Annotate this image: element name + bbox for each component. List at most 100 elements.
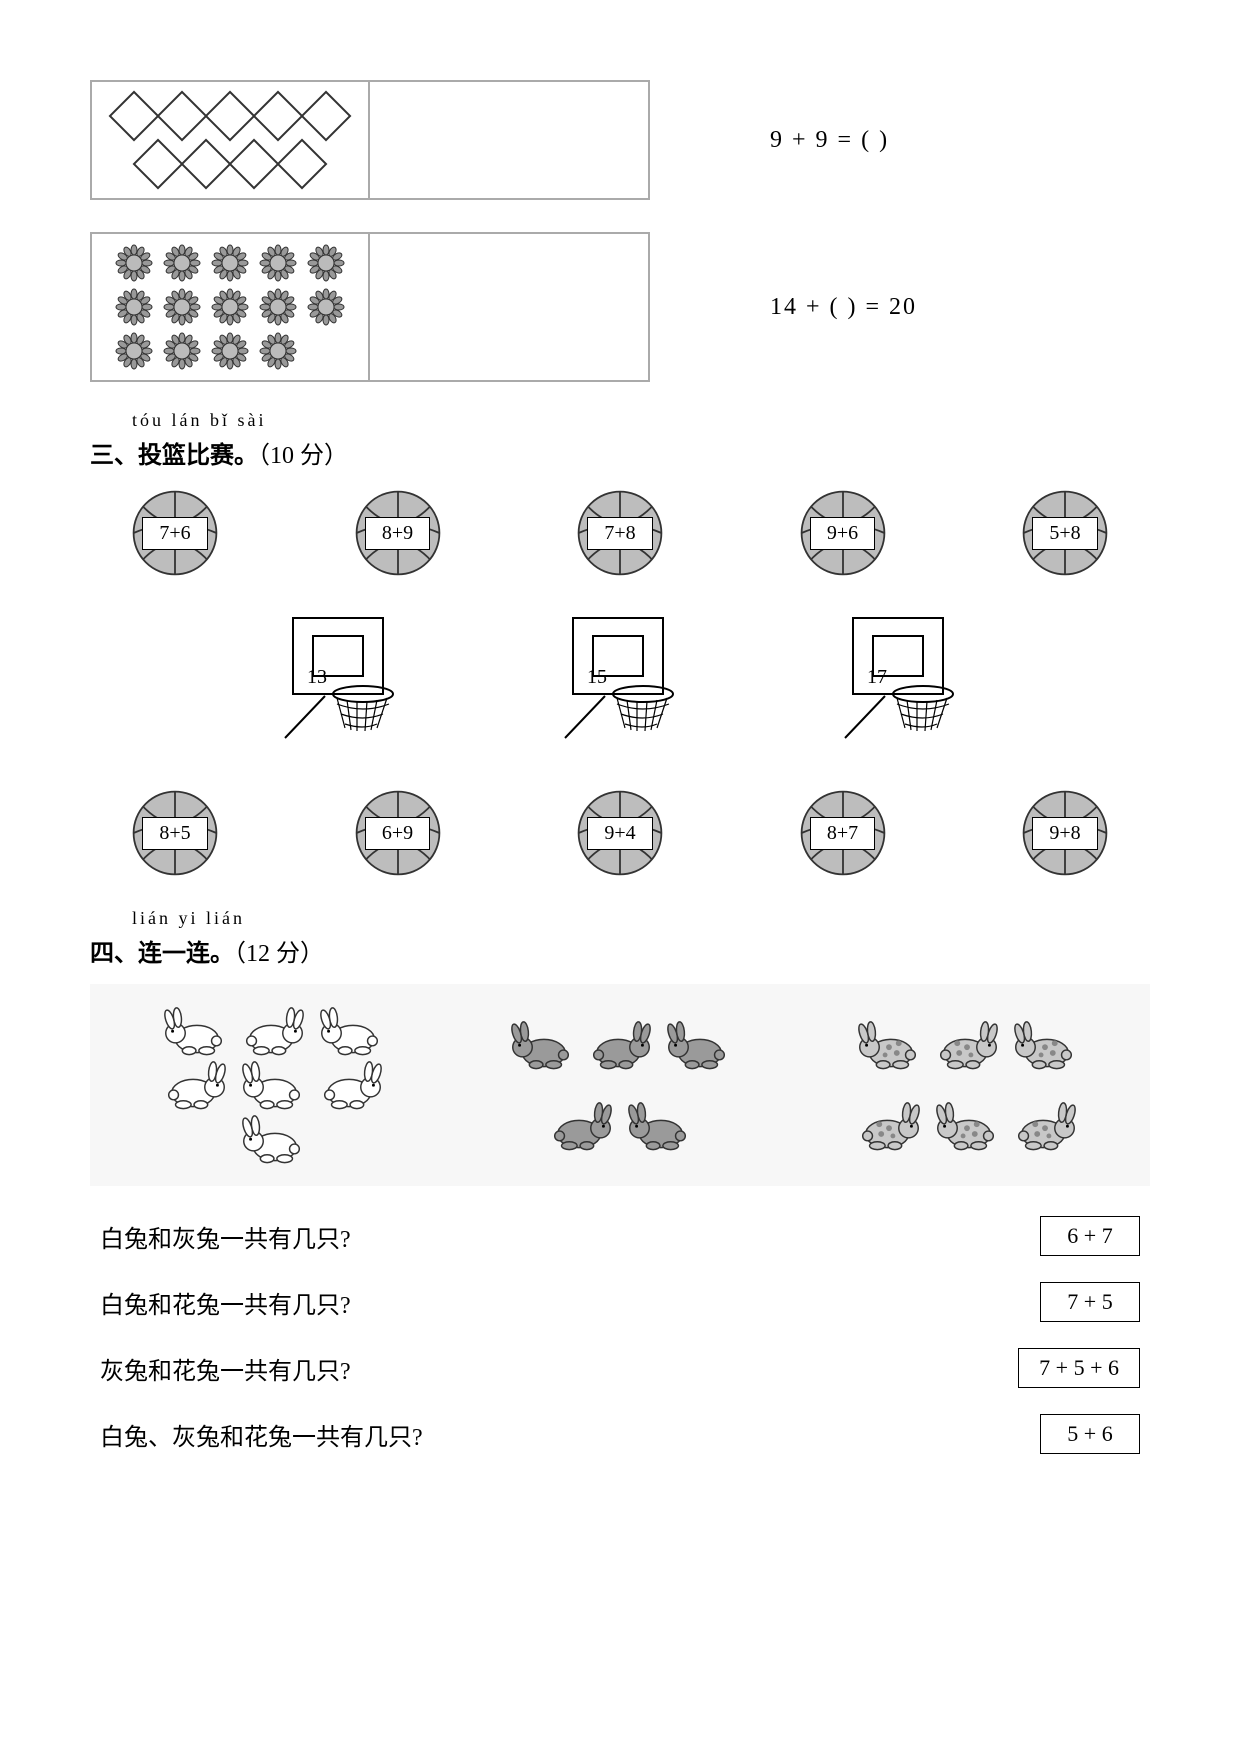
basketball-item[interactable]: 7+8: [545, 488, 695, 578]
basketball-item[interactable]: 9+6: [768, 488, 918, 578]
basketball-item[interactable]: 8+5: [100, 788, 250, 878]
basketball-label: 9+8: [1032, 817, 1097, 850]
basketball-row-bottom: 8+5 6+9 9+4 8+7: [90, 788, 1150, 878]
flower-icon: [211, 288, 249, 326]
rabbit-group: [480, 1004, 760, 1166]
question-row: 白兔和花兔一共有几只? 7 + 5: [90, 1282, 1150, 1322]
basketball-hoop[interactable]: 15: [535, 608, 705, 748]
flower-icon: [307, 244, 345, 282]
section4-points: （12 分）: [234, 941, 324, 967]
diamond-boxes: [90, 80, 650, 200]
flower-icon: [163, 288, 201, 326]
basketball-label: 7+8: [587, 517, 652, 550]
section3-title-text: 三、投篮比赛。: [90, 443, 258, 469]
section3-title: 三、投篮比赛。（10 分）: [90, 435, 1150, 470]
flower-icon: [259, 332, 297, 370]
rabbit-icon: [312, 1054, 390, 1116]
basketball-item[interactable]: 7+6: [100, 488, 250, 578]
rabbit-icon: [1006, 1014, 1084, 1076]
rabbit-icon: [1006, 1095, 1084, 1157]
diamond-icon: [157, 91, 208, 142]
basketball-label: 8+5: [142, 817, 207, 850]
rabbit-group: [133, 1004, 413, 1166]
section4-pinyin: lián yi lián: [132, 908, 1150, 929]
rabbit-icon: [234, 1054, 312, 1116]
question-text: 白兔和灰兔一共有几只?: [100, 1219, 351, 1254]
basketball-item[interactable]: 8+9: [323, 488, 473, 578]
answer-box[interactable]: 5 + 6: [1040, 1414, 1140, 1454]
rabbit-icon: [850, 1095, 928, 1157]
rabbit-icon: [928, 1095, 1006, 1157]
diamond-icon: [277, 139, 328, 190]
diamond-icon: [205, 91, 256, 142]
question-text: 白兔和花兔一共有几只?: [100, 1285, 351, 1320]
section3-head: tóu lán bǐ sài 三、投篮比赛。（10 分）: [90, 410, 1150, 470]
diamond-icon: [181, 139, 232, 190]
hoop-number: 13: [307, 666, 327, 689]
basketball-item[interactable]: 6+9: [323, 788, 473, 878]
hoop-row: 13 15 17: [90, 608, 1150, 748]
diamond-left-box: [92, 82, 370, 198]
basketball-label: 8+9: [365, 517, 430, 550]
question-row: 灰兔和花兔一共有几只? 7 + 5 + 6: [90, 1348, 1150, 1388]
basketball-label: 8+7: [810, 817, 875, 850]
flower-icon: [115, 244, 153, 282]
answer-box[interactable]: 7 + 5 + 6: [1018, 1348, 1140, 1388]
hoop-number: 15: [587, 666, 607, 689]
flower-icon: [115, 288, 153, 326]
flower-icon: [163, 244, 201, 282]
equation-1[interactable]: 9 + 9 = ( ): [770, 127, 889, 154]
diamond-icon: [133, 139, 184, 190]
flower-icon: [259, 288, 297, 326]
equation-2[interactable]: 14 + ( ) = 20: [770, 294, 917, 321]
basketball-item[interactable]: 9+4: [545, 788, 695, 878]
section4-title-text: 四、连一连。: [90, 941, 234, 967]
diamond-icon: [229, 139, 280, 190]
flower-icon: [211, 332, 249, 370]
basketball-hoop[interactable]: 17: [815, 608, 985, 748]
rabbit-icon: [312, 1000, 390, 1062]
problem-flowers: 14 + ( ) = 20: [90, 232, 1150, 382]
basketball-item[interactable]: 5+8: [990, 488, 1140, 578]
flower-icon: [211, 244, 249, 282]
rabbit-illustration: [90, 984, 1150, 1186]
rabbit-icon: [156, 1000, 234, 1062]
flower-left-box: [92, 234, 370, 380]
question-text: 白兔、灰兔和花兔一共有几只?: [100, 1417, 423, 1452]
basketball-item[interactable]: 8+7: [768, 788, 918, 878]
rabbit-icon: [581, 1014, 659, 1076]
basketball-label: 9+4: [587, 817, 652, 850]
section4-head: lián yi lián 四、连一连。（12 分）: [90, 908, 1150, 968]
rabbit-icon: [234, 1108, 312, 1170]
answer-box[interactable]: 6 + 7: [1040, 1216, 1140, 1256]
flower-boxes: [90, 232, 650, 382]
problem-diamonds: 9 + 9 = ( ): [90, 80, 1150, 200]
diamond-icon: [253, 91, 304, 142]
rabbit-icon: [156, 1054, 234, 1116]
flower-icon: [115, 332, 153, 370]
rabbit-icon: [850, 1014, 928, 1076]
basketball-hoop[interactable]: 13: [255, 608, 425, 748]
answer-box[interactable]: 7 + 5: [1040, 1282, 1140, 1322]
basketball-label: 7+6: [142, 517, 207, 550]
diamond-right-box[interactable]: [370, 82, 648, 198]
section3-points: （10 分）: [258, 443, 348, 469]
rabbit-icon: [620, 1095, 698, 1157]
rabbit-icon: [542, 1095, 620, 1157]
basketball-label: 9+6: [810, 517, 875, 550]
section3-pinyin: tóu lán bǐ sài: [132, 410, 1150, 431]
flower-right-box[interactable]: [370, 234, 648, 380]
rabbit-icon: [503, 1014, 581, 1076]
question-row: 白兔、灰兔和花兔一共有几只? 5 + 6: [90, 1414, 1150, 1454]
rabbit-group: [827, 1004, 1107, 1166]
basketball-item[interactable]: 9+8: [990, 788, 1140, 878]
section4-title: 四、连一连。（12 分）: [90, 933, 1150, 968]
diamond-icon: [301, 91, 352, 142]
diamond-icon: [109, 91, 160, 142]
basketball-label: 6+9: [365, 817, 430, 850]
rabbit-icon: [659, 1014, 737, 1076]
basketball-label: 5+8: [1032, 517, 1097, 550]
basketball-row-top: 7+6 8+9 7+8 9+6: [90, 488, 1150, 578]
flower-icon: [259, 244, 297, 282]
question-text: 灰兔和花兔一共有几只?: [100, 1351, 351, 1386]
